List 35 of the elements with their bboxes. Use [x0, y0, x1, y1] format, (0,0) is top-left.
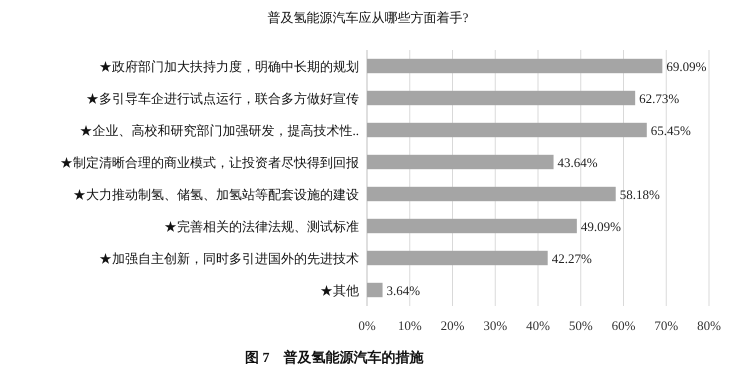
- x-tick-label: 0%: [358, 318, 376, 333]
- data-label: 69.09%: [666, 59, 707, 74]
- bar: [367, 154, 554, 170]
- y-tick-label: ★其他: [320, 283, 359, 298]
- chart-title: 普及氢能源汽车应从哪些方面着手?: [268, 10, 469, 25]
- data-label: 43.64%: [558, 155, 598, 170]
- y-tick-label: ★大力推动制氢、储氢、加氢站等配套设施的建设: [73, 187, 359, 202]
- y-tick-label: ★制定清晰合理的商业模式，让投资者尽快得到回报: [60, 155, 359, 170]
- x-tick-label: 70%: [654, 318, 678, 333]
- x-tick-label: 60%: [612, 318, 636, 333]
- data-label: 58.18%: [620, 187, 660, 202]
- bar: [367, 250, 548, 266]
- y-tick-label: ★加强自主创新，同时多引进国外的先进技术: [99, 251, 359, 266]
- x-tick-label: 50%: [568, 318, 593, 333]
- data-label: 42.27%: [552, 251, 592, 266]
- caption: 图 7 普及氢能源汽车的措施: [245, 349, 424, 366]
- data-label: 49.09%: [580, 219, 622, 234]
- bar: [367, 122, 647, 138]
- bar: [367, 186, 616, 202]
- y-tick-label: ★政府部门加大扶持力度，明确中长期的规划: [99, 59, 359, 74]
- x-tick-label: 20%: [440, 318, 465, 333]
- x-tick-label: 40%: [526, 318, 550, 333]
- y-tick-label: ★企业、高校和研究部门加强研发，提高技术性..: [80, 123, 359, 138]
- x-tick-label: 10%: [398, 318, 422, 333]
- bar: [367, 282, 383, 298]
- bar: [367, 90, 636, 106]
- data-label: 65.45%: [650, 123, 692, 138]
- x-tick-label: 30%: [483, 318, 508, 333]
- data-label: 62.73%: [639, 91, 680, 106]
- bar: [367, 218, 577, 234]
- y-tick-label: ★完善相关的法律法规、测试标准: [164, 219, 359, 234]
- x-tick-label: 80%: [697, 318, 722, 333]
- y-tick-label: ★多引导车企进行试点运行，联合多方做好宣传: [86, 91, 359, 106]
- data-label: 3.64%: [386, 283, 420, 298]
- bar: [367, 58, 662, 74]
